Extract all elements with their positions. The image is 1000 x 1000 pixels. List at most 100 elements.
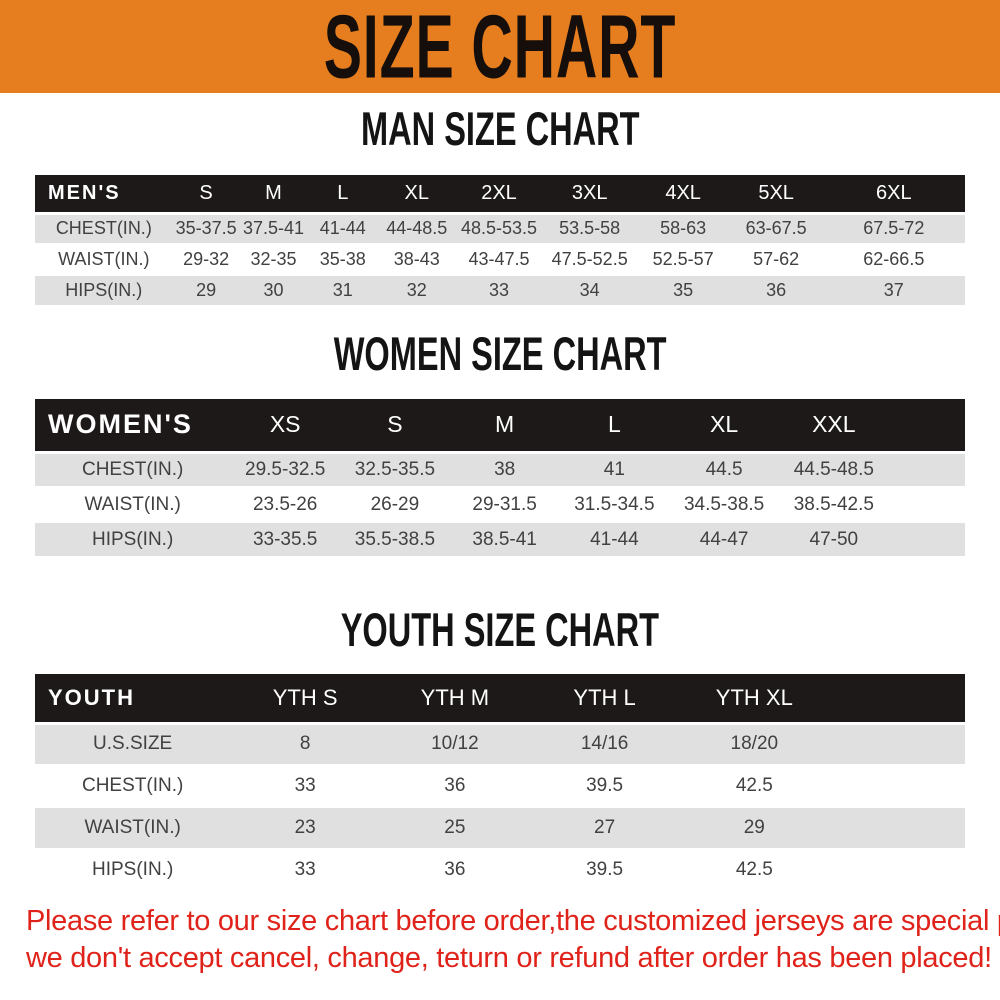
table-row: CHEST(IN.) 33 36 39.5 42.5 (35, 765, 965, 807)
size-value-cell: 36 (380, 849, 530, 891)
size-value-cell: 35-37.5 (172, 213, 240, 244)
size-value-cell: 41-44 (559, 522, 670, 557)
column-header: XXL (778, 399, 889, 452)
section-youth: YOUTH SIZE CHART YOUTH YTH S YTH M YTH L YTH… (0, 604, 1000, 892)
women-section-heading: WOMEN SIZE CHART (0, 328, 1000, 382)
row-label: CHEST(IN.) (35, 765, 231, 807)
size-value-cell: 34.5-38.5 (669, 487, 779, 522)
size-value-cell: 29.5-32.5 (230, 452, 341, 487)
table-header-label: WOMEN'S (35, 399, 231, 452)
spacer-cell (829, 674, 965, 723)
size-value-cell: 27 (529, 807, 680, 849)
size-value-cell: 44.5 (669, 452, 779, 487)
size-value-cell: 36 (729, 275, 823, 306)
column-header: YTH S (230, 674, 381, 723)
row-label: CHEST(IN.) (35, 213, 173, 244)
size-value-cell: 35 (636, 275, 730, 306)
youth-size-table: YOUTH YTH S YTH M YTH L YTH XL U.S.SIZE 8 10/12… (35, 674, 965, 892)
spacer-cell (888, 399, 965, 452)
table-header-row: MEN'S S M L XL 2XL 3XL 4XL 5XL 6XL (35, 175, 965, 213)
column-header: XL (378, 175, 456, 213)
size-value-cell: 37 (822, 275, 965, 306)
size-value-cell: 62-66.5 (822, 244, 965, 275)
row-label: HIPS(IN.) (35, 522, 231, 557)
spacer-cell (888, 452, 965, 487)
size-value-cell: 32.5-35.5 (340, 452, 450, 487)
size-value-cell: 38.5-41 (449, 522, 560, 557)
size-value-cell: 44-48.5 (378, 213, 456, 244)
men-size-table: MEN'S S M L XL 2XL 3XL 4XL 5XL 6XL CHEST(IN.) 35-37… (35, 175, 965, 307)
size-value-cell: 35.5-38.5 (340, 522, 450, 557)
row-label: WAIST(IN.) (35, 244, 173, 275)
table-header-row: WOMEN'S XS S M L XL XXL (35, 399, 965, 452)
table-row: WAIST(IN.) 23.5-26 26-29 29-31.5 31.5-34.5 34… (35, 487, 965, 522)
spacer-cell (888, 487, 965, 522)
size-value-cell: 33 (455, 275, 543, 306)
women-size-table: WOMEN'S XS S M L XL XXL CHEST(IN.) 29.5-32.5 32.5… (35, 399, 965, 558)
size-value-cell: 32-35 (239, 244, 308, 275)
size-value-cell: 42.5 (679, 849, 830, 891)
table-row: HIPS(IN.) 33 36 39.5 42.5 (35, 849, 965, 891)
size-value-cell: 36 (380, 765, 530, 807)
row-label: HIPS(IN.) (35, 275, 173, 306)
women-heading-text: WOMEN SIZE CHART (333, 328, 667, 381)
size-value-cell: 31 (307, 275, 379, 306)
size-value-cell: 29-31.5 (449, 487, 560, 522)
spacer-cell (829, 723, 965, 765)
size-value-cell: 58-63 (636, 213, 730, 244)
size-value-cell: 38.5-42.5 (778, 487, 889, 522)
size-value-cell: 18/20 (679, 723, 830, 765)
size-value-cell: 33 (230, 849, 381, 891)
size-value-cell: 47.5-52.5 (542, 244, 637, 275)
table-row: HIPS(IN.) 33-35.5 35.5-38.5 38.5-41 41-44 44-… (35, 522, 965, 557)
table-row: CHEST(IN.) 29.5-32.5 32.5-35.5 38 41 44.5 44.5… (35, 452, 965, 487)
size-value-cell: 34 (542, 275, 637, 306)
column-header: YTH L (529, 674, 680, 723)
table-row: WAIST(IN.) 23 25 27 29 (35, 807, 965, 849)
spacer-cell (829, 849, 965, 891)
size-value-cell: 53.5-58 (542, 213, 637, 244)
size-value-cell: 41 (559, 452, 670, 487)
size-value-cell: 33 (230, 765, 381, 807)
size-value-cell: 41-44 (307, 213, 379, 244)
size-value-cell: 37.5-41 (239, 213, 308, 244)
table-row: U.S.SIZE 8 10/12 14/16 18/20 (35, 723, 965, 765)
size-value-cell: 39.5 (529, 765, 680, 807)
size-value-cell: 38 (449, 452, 560, 487)
size-value-cell: 47-50 (778, 522, 889, 557)
notice-line-2: we don't accept cancel, change, teturn o… (26, 942, 992, 974)
footer-notice: Please refer to our size chart before or… (0, 903, 1000, 977)
size-value-cell: 52.5-57 (636, 244, 730, 275)
banner-title: SIZE CHART (323, 0, 677, 97)
size-value-cell: 33-35.5 (230, 522, 341, 557)
size-value-cell: 39.5 (529, 849, 680, 891)
section-men: MAN SIZE CHART MEN'S S M L XL 2XL 3XL 4XL 5XL 6XL… (0, 103, 1000, 307)
size-value-cell: 44.5-48.5 (778, 452, 889, 487)
row-label: CHEST(IN.) (35, 452, 231, 487)
size-value-cell: 23.5-26 (230, 487, 341, 522)
size-value-cell: 8 (230, 723, 381, 765)
notice-line-1: Please refer to our size chart before or… (26, 905, 1000, 937)
table-row: HIPS(IN.) 29 30 31 32 33 34 35 36 37 (35, 275, 965, 306)
size-value-cell: 29 (679, 807, 830, 849)
size-value-cell: 14/16 (529, 723, 680, 765)
section-women: WOMEN SIZE CHART WOMEN'S XS S M L XL XXL CHEST(… (0, 328, 1000, 558)
row-label: U.S.SIZE (35, 723, 231, 765)
column-header: YTH M (380, 674, 530, 723)
table-header-label: YOUTH (35, 674, 231, 723)
size-value-cell: 63-67.5 (729, 213, 823, 244)
spacer-cell (829, 765, 965, 807)
size-value-cell: 30 (239, 275, 308, 306)
size-value-cell: 44-47 (669, 522, 779, 557)
column-header: S (340, 399, 450, 452)
column-header: 3XL (542, 175, 637, 213)
spacer-cell (829, 807, 965, 849)
column-header: L (559, 399, 670, 452)
size-value-cell: 29 (172, 275, 240, 306)
table-header-label: MEN'S (35, 175, 173, 213)
column-header: XS (230, 399, 341, 452)
size-value-cell: 31.5-34.5 (559, 487, 670, 522)
column-header: 5XL (729, 175, 823, 213)
spacer-cell (888, 522, 965, 557)
banner: SIZE CHART (0, 0, 1000, 96)
